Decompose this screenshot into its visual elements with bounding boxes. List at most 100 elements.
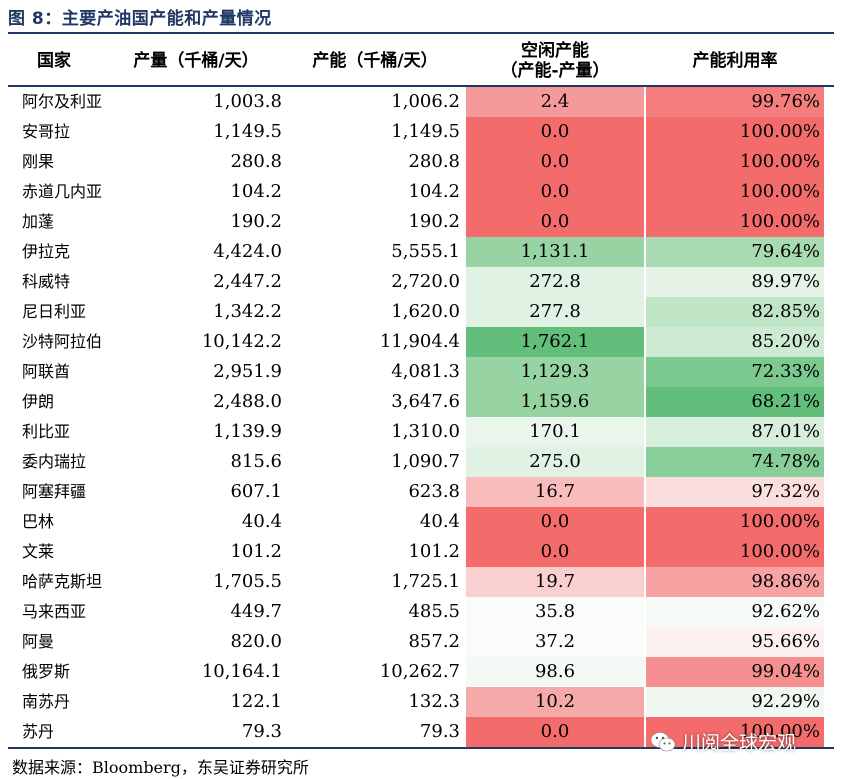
- source-note: 数据来源：Bloomberg，东吴证券研究所: [12, 758, 309, 777]
- capacity-cell: 104.2: [290, 177, 460, 207]
- production-cell-text: 1,003.8: [213, 91, 282, 112]
- production-cell: 607.1: [110, 477, 282, 507]
- idle-capacity-cell-text: 16.7: [534, 481, 576, 502]
- utilization-cell: 92.29%: [646, 687, 824, 717]
- production-cell-text: 2,951.9: [213, 361, 282, 382]
- production-cell: 4,424.0: [110, 237, 282, 267]
- idle-capacity-cell-text: 0.0: [540, 211, 570, 232]
- capacity-cell: 10,262.7: [290, 657, 460, 687]
- production-cell: 190.2: [110, 207, 282, 237]
- utilization-cell: 95.66%: [646, 627, 824, 657]
- country-cell: 哈萨克斯坦: [22, 567, 102, 597]
- capacity-cell: 40.4: [290, 507, 460, 537]
- capacity-cell: 11,904.4: [290, 327, 460, 357]
- header-production: 产量（千桶/天）: [133, 51, 259, 71]
- idle-capacity-cell: 2.4: [466, 87, 644, 117]
- idle-capacity-cell-text: 272.8: [529, 271, 581, 292]
- idle-capacity-cell: 0.0: [466, 207, 644, 237]
- capacity-cell: 4,081.3: [290, 357, 460, 387]
- idle-capacity-cell: 19.7: [466, 567, 644, 597]
- utilization-cell-text: 92.29%: [751, 691, 820, 712]
- country-cell-text: 尼日利亚: [22, 302, 87, 321]
- utilization-cell-text: 100.00%: [739, 541, 820, 562]
- production-cell-text: 2,488.0: [213, 391, 282, 412]
- utilization-cell: 74.78%: [646, 447, 824, 477]
- idle-capacity-cell-text: 1,159.6: [520, 391, 590, 412]
- idle-capacity-cell-text: 0.0: [540, 121, 570, 142]
- idle-capacity-cell-text: 19.7: [534, 571, 576, 592]
- idle-capacity-cell-text: 0.0: [540, 181, 570, 202]
- idle-capacity-cell: 35.8: [466, 597, 644, 627]
- table-row: 赤道几内亚 104.2 104.2 0.0 100.00%: [0, 177, 842, 207]
- capacity-cell-text: 190.2: [408, 211, 460, 232]
- production-cell: 10,142.2: [110, 327, 282, 357]
- country-cell-text: 阿联酋: [22, 362, 71, 381]
- wechat-icon: [650, 731, 676, 751]
- capacity-cell-text: 623.8: [408, 481, 460, 502]
- country-cell: 阿塞拜疆: [22, 477, 86, 507]
- country-cell-text: 苏丹: [22, 722, 55, 741]
- idle-capacity-cell: 277.8: [466, 297, 644, 327]
- production-cell: 449.7: [110, 597, 282, 627]
- idle-capacity-cell-text: 1,131.1: [520, 241, 590, 262]
- production-cell: 40.4: [110, 507, 282, 537]
- utilization-cell-text: 97.32%: [751, 481, 820, 502]
- table-row: 利比亚 1,139.9 1,310.0 170.1 87.01%: [0, 417, 842, 447]
- capacity-cell: 132.3: [290, 687, 460, 717]
- capacity-cell-text: 4,081.3: [391, 361, 460, 382]
- production-cell-text: 101.2: [230, 541, 282, 562]
- utilization-cell-text: 99.04%: [751, 661, 820, 682]
- capacity-cell-text: 1,310.0: [391, 421, 460, 442]
- utilization-cell-text: 98.86%: [751, 571, 820, 592]
- utilization-cell-text: 82.85%: [751, 301, 820, 322]
- utilization-cell: 89.97%: [646, 267, 824, 297]
- idle-capacity-cell: 275.0: [466, 447, 644, 477]
- production-cell-text: 1,705.5: [213, 571, 282, 592]
- country-cell-text: 哈萨克斯坦: [22, 572, 103, 591]
- idle-capacity-cell-text: 0.0: [540, 151, 570, 172]
- production-cell-text: 104.2: [230, 181, 282, 202]
- idle-capacity-cell: 0.0: [466, 177, 644, 207]
- idle-capacity-cell-text: 170.1: [529, 421, 581, 442]
- capacity-cell: 79.3: [290, 717, 460, 747]
- production-cell: 101.2: [110, 537, 282, 567]
- production-cell-text: 820.0: [230, 631, 282, 652]
- country-cell: 科威特: [22, 267, 70, 297]
- production-cell-text: 4,424.0: [213, 241, 282, 262]
- capacity-cell-text: 104.2: [408, 181, 460, 202]
- country-cell: 委内瑞拉: [22, 447, 86, 477]
- utilization-cell-text: 89.97%: [751, 271, 820, 292]
- table-row: 苏丹 79.3 79.3 0.0 100.00%: [0, 717, 842, 747]
- production-cell-text: 122.1: [230, 691, 282, 712]
- table-row: 阿曼 820.0 857.2 37.2 95.66%: [0, 627, 842, 657]
- idle-capacity-cell: 1,129.3: [466, 357, 644, 387]
- production-cell: 1,139.9: [110, 417, 282, 447]
- utilization-cell-text: 79.64%: [751, 241, 820, 262]
- table-row: 安哥拉 1,149.5 1,149.5 0.0 100.00%: [0, 117, 842, 147]
- country-cell-text: 伊拉克: [22, 242, 71, 261]
- table-row: 俄罗斯 10,164.1 10,262.7 98.6 99.04%: [0, 657, 842, 687]
- bottom-rule: [8, 747, 834, 749]
- production-cell: 10,164.1: [110, 657, 282, 687]
- production-cell: 2,488.0: [110, 387, 282, 417]
- capacity-cell: 280.8: [290, 147, 460, 177]
- production-cell: 815.6: [110, 447, 282, 477]
- header-rule: [8, 85, 834, 87]
- capacity-cell: 2,720.0: [290, 267, 460, 297]
- capacity-cell-text: 1,090.7: [391, 451, 460, 472]
- production-cell-text: 815.6: [230, 451, 282, 472]
- country-cell: 伊朗: [22, 387, 54, 417]
- production-cell-text: 1,139.9: [213, 421, 282, 442]
- utilization-cell: 85.20%: [646, 327, 824, 357]
- production-cell: 2,447.2: [110, 267, 282, 297]
- header-country: 国家: [37, 51, 71, 71]
- table-row: 委内瑞拉 815.6 1,090.7 275.0 74.78%: [0, 447, 842, 477]
- capacity-cell: 1,090.7: [290, 447, 460, 477]
- table-row: 阿塞拜疆 607.1 623.8 16.7 97.32%: [0, 477, 842, 507]
- utilization-cell: 100.00%: [646, 207, 824, 237]
- production-cell: 79.3: [110, 717, 282, 747]
- idle-capacity-cell-text: 0.0: [540, 541, 570, 562]
- header-capacity: 产能（千桶/天）: [312, 51, 438, 71]
- capacity-cell-text: 1,149.5: [391, 121, 460, 142]
- idle-capacity-cell-text: 0.0: [540, 511, 570, 532]
